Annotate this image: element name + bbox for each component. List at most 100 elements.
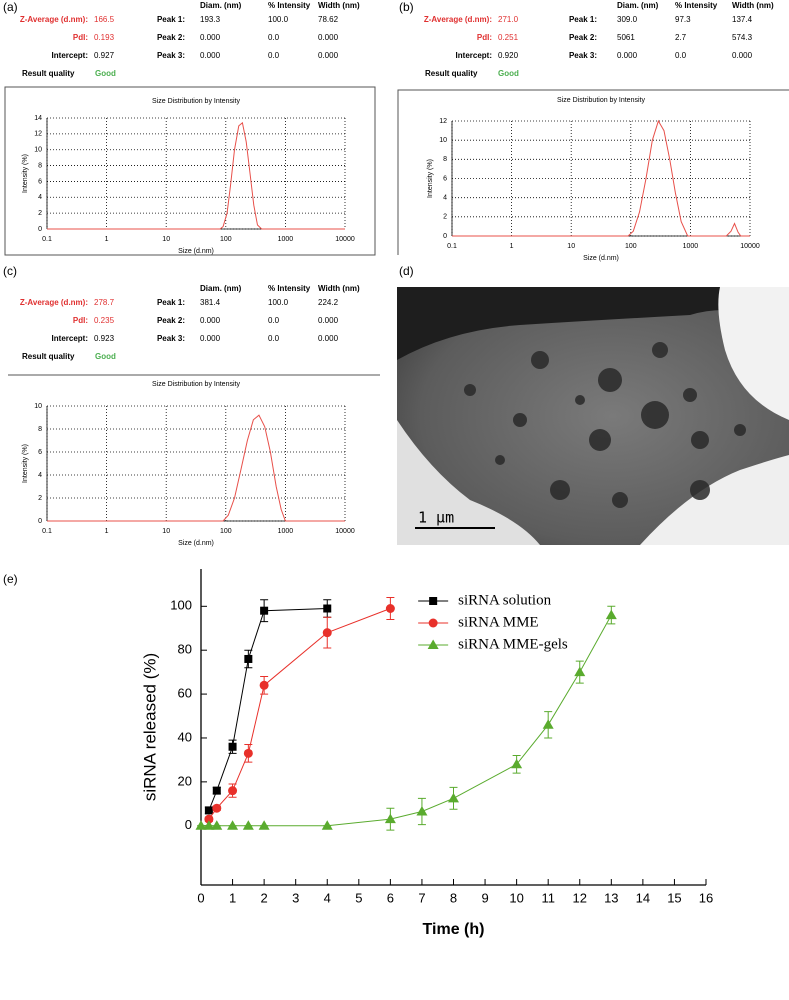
peak-header: % Intensity [268,284,311,293]
peak-header: Width (nm) [732,1,774,10]
peak-header: Width (nm) [318,1,360,10]
marker [242,820,254,830]
peak-value: 100.0 [268,15,289,24]
peak-header: % Intensity [268,1,311,10]
x-tick-label: 7 [418,890,425,905]
x-tick-label: 6 [387,890,394,905]
y-tick-label: 4 [443,195,447,202]
data-line [47,414,345,522]
peak-value: 0.000 [617,51,638,60]
summary-value: 0.251 [498,33,519,42]
marker [384,813,396,824]
marker [204,806,213,815]
x-tick-label: 8 [450,890,457,905]
summary-value: 0.235 [94,316,115,325]
y-tick-label: 8 [443,156,447,163]
peak-value: 137.4 [732,15,753,24]
peak-value: 0.000 [318,334,339,343]
y-tick-label: 40 [178,729,192,744]
peak-value: 0.000 [200,334,221,343]
summary-value: 278.7 [94,298,115,307]
marker [511,758,523,769]
y-tick-label: 0 [38,518,42,525]
x-tick-label: 1 [510,243,514,250]
peak-label: Peak 1: [569,15,597,24]
peak-value: 309.0 [617,15,638,24]
panel-label: (a) [3,0,18,14]
marker [203,820,215,830]
peak-value: 0.000 [200,316,221,325]
y-tick-label: 6 [38,178,42,185]
peak-value: 0.0 [268,334,280,343]
summary-label: PdI: [477,33,492,42]
y-tick-label: 60 [178,686,192,701]
peak-value: 0.000 [318,316,339,325]
summary-label: Result quality [425,69,478,78]
peak-value: 193.3 [200,15,221,24]
x-axis-label: Size (d.nm) [178,248,214,255]
x-tick-label: 100 [220,236,232,243]
x-tick-label: 1 [105,236,109,243]
peak-value: 574.3 [732,33,753,42]
summary-value: 0.193 [94,33,115,42]
x-tick-label: 11 [541,890,555,905]
x-tick-label: 1000 [278,528,294,535]
marker [258,820,270,830]
x-tick-label: 5 [355,890,362,905]
marker [227,820,239,830]
marker [416,805,428,816]
x-tick-label: 10 [162,236,170,243]
marker [321,820,333,830]
legend-label: siRNA solution [458,592,551,608]
peak-header: % Intensity [675,1,718,10]
marker [323,604,332,613]
x-tick-label: 15 [667,890,681,905]
peak-header: Diam. (nm) [200,284,242,293]
marker [195,820,207,830]
peak-label: Peak 2: [569,33,597,42]
y-axis-label: Intensity (%) [22,154,29,193]
peak-value: 78.62 [318,15,339,24]
chart-title: Size Distribution by Intensity [152,98,240,105]
panel-label: (d) [399,264,414,278]
scale-bar-label: 1 μm [418,509,454,527]
y-tick-label: 20 [178,773,192,788]
peak-value: 0.000 [200,33,221,42]
peak-header: Diam. (nm) [617,1,659,10]
data-line [208,608,391,820]
peak-value: 2.7 [675,33,687,42]
y-tick-label: 14 [34,115,42,122]
legend-label: siRNA MME-gels [458,636,568,652]
peak-value: 0.0 [268,51,280,60]
marker [448,792,459,803]
marker [259,680,269,690]
report-frame [397,89,789,255]
peak-label: Peak 1: [157,298,185,307]
summary-label: Z-Average (d.nm): [20,15,88,24]
x-tick-label: 1000 [683,243,699,250]
panel-label: (e) [3,572,18,586]
summary-value: 0.923 [94,334,115,343]
marker [244,654,253,663]
x-tick-label: 3 [292,890,299,905]
peak-label: Peak 3: [569,51,597,60]
x-tick-label: 10000 [740,243,760,250]
y-tick-label: 2 [38,210,42,217]
peak-value: 0.0 [268,33,280,42]
marker [574,666,586,677]
summary-label: Result quality [22,69,75,78]
x-tick-label: 0 [197,890,204,905]
marker [228,786,238,796]
y-tick-label: 8 [38,426,42,433]
summary-label: Intercept: [52,51,88,60]
peak-label: Peak 1: [157,15,185,24]
x-tick-label: 0.1 [42,528,52,535]
y-tick-label: 10 [34,147,42,154]
y-tick-label: 4 [38,194,42,201]
x-tick-label: 14 [636,890,650,905]
marker [322,628,332,638]
summary-label: Intercept: [52,334,88,343]
marker [385,604,395,613]
marker [429,597,438,605]
